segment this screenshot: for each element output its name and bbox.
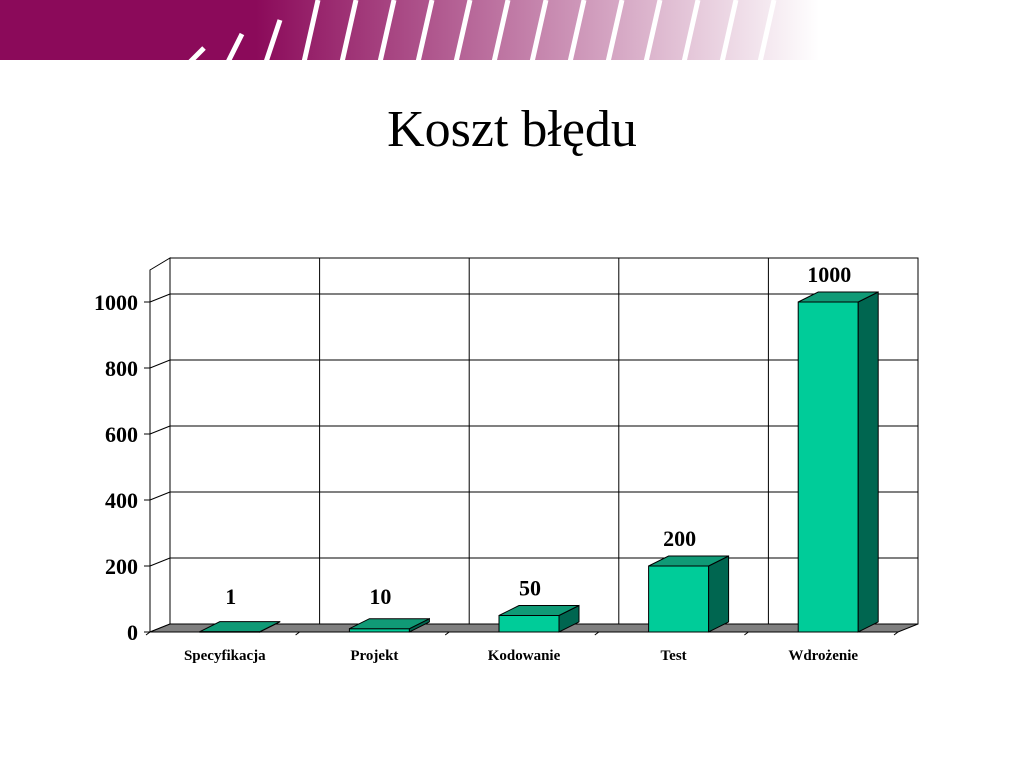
x-category-label: Wdrożenie xyxy=(788,648,858,664)
banner-stripe xyxy=(567,0,587,62)
bar-projekt xyxy=(348,617,430,633)
banner-stripe xyxy=(453,0,473,62)
header-banner xyxy=(0,0,1024,62)
bar-front xyxy=(498,615,560,633)
banner-stripe xyxy=(643,0,663,62)
plot-back-wall xyxy=(169,257,919,625)
gridline-left-wall xyxy=(149,425,171,435)
x-category-label: Test xyxy=(661,648,687,664)
banner-stripe xyxy=(681,0,701,62)
gridline-left-wall xyxy=(149,293,171,303)
bar-test xyxy=(648,555,730,633)
y-tick-label: 200 xyxy=(105,554,138,579)
banner-stripe xyxy=(188,46,206,62)
data-label: 200 xyxy=(663,526,696,551)
bar-front xyxy=(648,565,710,633)
bar-side xyxy=(708,555,730,633)
banner-stripe xyxy=(225,32,245,62)
bar-wdrożenie xyxy=(797,291,879,633)
banner-stripe xyxy=(415,0,435,62)
bar-top xyxy=(349,618,430,630)
banner-stripe xyxy=(491,0,511,62)
x-axis-tick xyxy=(893,631,899,636)
x-axis-tick xyxy=(744,631,749,636)
gridline-left-wall xyxy=(149,557,171,567)
y-tick-label: 1000 xyxy=(94,290,138,315)
x-category-label: Projekt xyxy=(350,648,398,664)
bar-top xyxy=(498,605,580,616)
data-label: 1 xyxy=(225,584,236,609)
bar-top xyxy=(199,621,281,633)
banner-stripe xyxy=(529,0,549,62)
bar-kodowanie xyxy=(498,604,580,633)
plot-left-wall xyxy=(149,257,171,633)
banner-gradient xyxy=(0,0,1024,60)
x-axis-tick xyxy=(295,631,300,636)
bar-front xyxy=(797,301,859,633)
banner-stripe xyxy=(719,0,739,62)
y-tick-label: 400 xyxy=(105,488,138,513)
slide-title: Koszt błędu xyxy=(387,101,637,158)
bar-specyfikacja xyxy=(199,620,281,633)
y-tick-label: 0 xyxy=(127,620,138,645)
banner-stripe xyxy=(377,0,397,62)
bar-top xyxy=(648,555,729,567)
banner-stripe xyxy=(605,0,625,62)
banner-stripe xyxy=(263,19,283,62)
data-label: 1000 xyxy=(807,262,851,287)
gridline-left-wall xyxy=(149,491,171,501)
banner-stripe xyxy=(339,0,359,62)
data-label: 10 xyxy=(369,584,391,609)
banner-stripe xyxy=(757,0,777,62)
gridline-left-wall xyxy=(149,359,171,369)
y-tick-label: 800 xyxy=(105,356,138,381)
banner-stripe xyxy=(301,0,321,62)
bar-side xyxy=(857,291,879,633)
x-axis-tick xyxy=(594,631,600,636)
x-category-label: Kodowanie xyxy=(488,648,561,664)
bar-top xyxy=(797,291,879,303)
data-label: 50 xyxy=(519,576,541,601)
x-category-label: Specyfikacja xyxy=(184,648,266,664)
y-tick-label: 600 xyxy=(105,422,138,447)
x-axis-tick xyxy=(444,631,450,636)
